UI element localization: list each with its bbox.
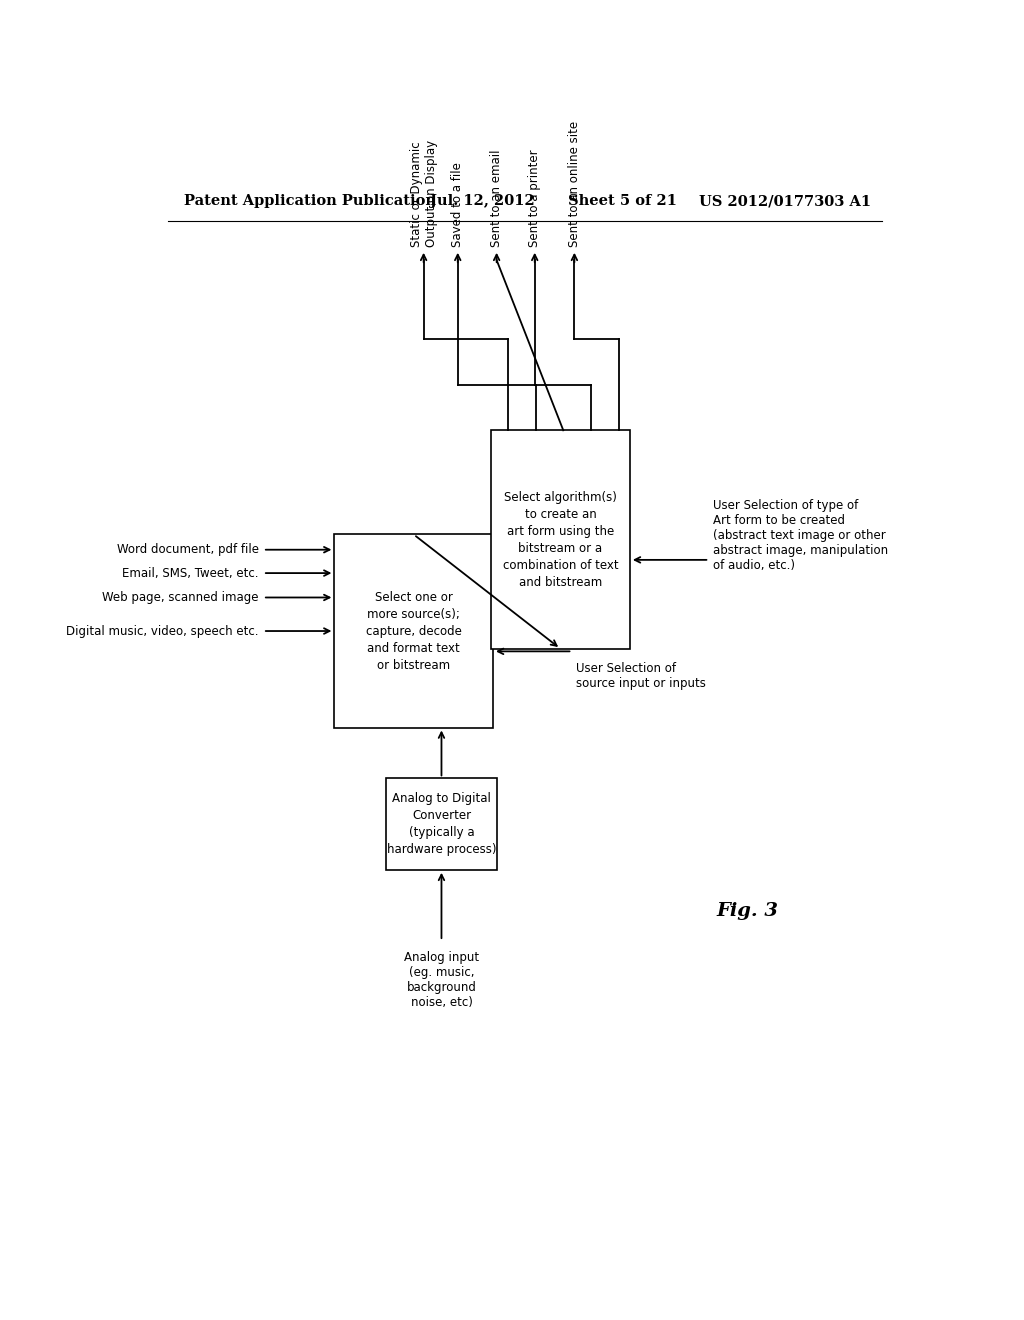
Text: Sent to a printer: Sent to a printer xyxy=(528,149,542,247)
Text: Email, SMS, Tweet, etc.: Email, SMS, Tweet, etc. xyxy=(123,566,259,579)
Text: User Selection of type of
Art form to be created
(abstract text image or other
a: User Selection of type of Art form to be… xyxy=(714,499,889,572)
Text: Sheet 5 of 21: Sheet 5 of 21 xyxy=(568,194,678,209)
Bar xyxy=(334,535,494,727)
Text: Jul. 12, 2012: Jul. 12, 2012 xyxy=(430,194,535,209)
Text: Sent to an online site: Sent to an online site xyxy=(568,120,581,247)
Text: Analog to Digital
Converter
(typically a
hardware process): Analog to Digital Converter (typically a… xyxy=(387,792,497,857)
Text: Select one or
more source(s);
capture, decode
and format text
or bitstream: Select one or more source(s); capture, d… xyxy=(366,590,462,672)
Text: Patent Application Publication: Patent Application Publication xyxy=(183,194,435,209)
Bar xyxy=(386,779,497,870)
Bar xyxy=(492,430,630,649)
Text: Fig. 3: Fig. 3 xyxy=(716,902,778,920)
Text: Word document, pdf file: Word document, pdf file xyxy=(117,544,259,556)
Text: US 2012/0177303 A1: US 2012/0177303 A1 xyxy=(699,194,871,209)
Text: Web page, scanned image: Web page, scanned image xyxy=(102,591,259,605)
Text: Analog input
(eg. music,
background
noise, etc): Analog input (eg. music, background nois… xyxy=(403,952,479,1010)
Text: Select algorithm(s)
to create an
art form using the
bitstream or a
combination o: Select algorithm(s) to create an art for… xyxy=(503,491,618,589)
Text: Sent to an email: Sent to an email xyxy=(490,149,503,247)
Text: User Selection of
source input or inputs: User Selection of source input or inputs xyxy=(577,661,707,689)
Text: Static or Dynamic
Output on Display: Static or Dynamic Output on Display xyxy=(410,140,437,247)
Text: Digital music, video, speech etc.: Digital music, video, speech etc. xyxy=(67,624,259,638)
Text: Saved to a file: Saved to a file xyxy=(452,162,464,247)
